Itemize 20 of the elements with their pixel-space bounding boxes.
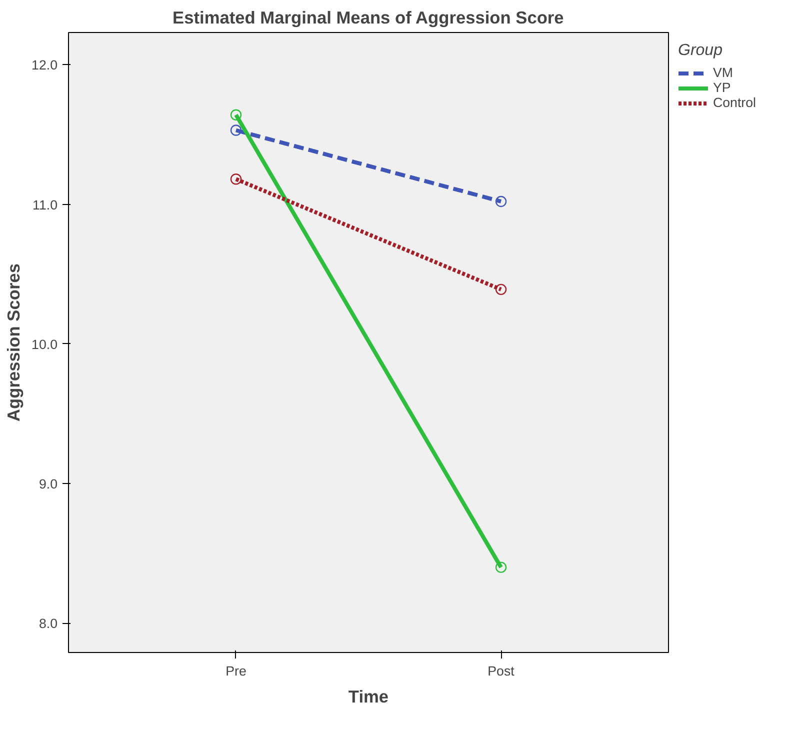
- y-tick-label: 10.0: [32, 336, 58, 352]
- point: [495, 196, 507, 208]
- x-tick-label: Post: [488, 664, 515, 678]
- legend-label: Control: [713, 95, 756, 110]
- point: [230, 124, 242, 136]
- point: [495, 284, 507, 296]
- point: [230, 174, 242, 185]
- y-tick-label: 12.0: [32, 58, 58, 73]
- point: [495, 562, 507, 573]
- point: [230, 109, 242, 120]
- y-axis-title: Aggression Scores: [4, 264, 24, 422]
- legend-label: YP: [713, 80, 732, 95]
- x-tick-label: Pre: [226, 664, 246, 678]
- legend-title: Group: [678, 42, 724, 60]
- chart-title: Estimated Marginal Means of Aggression Score: [172, 8, 564, 28]
- y-tick-label: 9.0: [38, 476, 58, 492]
- legend-label: VM: [713, 65, 733, 80]
- y-tick-label: 11.0: [32, 197, 58, 212]
- x-axis-title: Time: [348, 686, 389, 706]
- y-tick-label: 8.0: [38, 616, 58, 632]
